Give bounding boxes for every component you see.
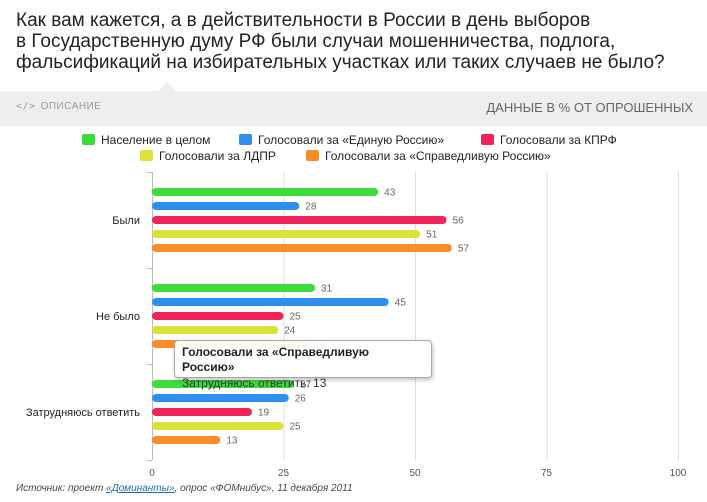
data-label: 26 xyxy=(295,394,307,405)
bar xyxy=(152,298,389,306)
category-label: Не было xyxy=(96,311,140,323)
x-tick-label: 100 xyxy=(670,468,687,479)
data-label: 51 xyxy=(426,230,438,241)
data-label: 57 xyxy=(458,244,470,255)
legend-swatch xyxy=(82,134,95,145)
bar xyxy=(152,326,279,334)
data-label: 19 xyxy=(258,408,270,419)
bar xyxy=(152,394,289,402)
data-label: 31 xyxy=(321,284,333,295)
legend-item-spravedlivaya-rossiya[interactable]: Голосовали за «Справедливую Россию» xyxy=(306,149,551,163)
bar xyxy=(152,312,284,320)
data-label: 27 xyxy=(300,380,312,391)
legend-item-edinaya-rossiya[interactable]: Голосовали за «Единую Россию» xyxy=(239,133,444,147)
category-label: Были xyxy=(112,215,140,227)
source-suffix: , опрос «ФОМнибус», 11 декабря 2011 xyxy=(174,483,353,494)
bar xyxy=(152,216,447,224)
code-icon: </> xyxy=(16,101,36,112)
legend-label: Население в целом xyxy=(101,133,211,147)
legend-item-population[interactable]: Население в целом xyxy=(82,133,210,147)
bar xyxy=(152,188,379,196)
legend-swatch xyxy=(481,134,494,145)
x-tick-label: 50 xyxy=(409,468,421,479)
data-label: 25 xyxy=(290,312,302,323)
legend-label: Голосовали за «Справедливую Россию» xyxy=(325,149,551,163)
tooltip-title: Голосовали за «Справедливую Россию» xyxy=(182,345,370,374)
bar xyxy=(152,422,284,430)
chart-tooltip: Голосовали за «Справедливую Россию» Затр… xyxy=(174,340,432,390)
units-label: ДАННЫЕ В % ОТ ОПРОШЕННЫХ xyxy=(486,100,693,115)
bar xyxy=(152,436,221,444)
legend-swatch xyxy=(306,150,319,161)
legend-swatch xyxy=(239,134,252,145)
data-label: 25 xyxy=(290,422,302,433)
x-tick-label: 25 xyxy=(278,468,290,479)
bar xyxy=(152,408,252,416)
bar xyxy=(152,380,295,388)
info-panel: </> ОПИСАНИЕ ДАННЫЕ В % ОТ ОПРОШЕННЫХ xyxy=(0,82,707,126)
bar xyxy=(152,284,316,292)
x-tick-label: 75 xyxy=(541,468,553,479)
data-label: 24 xyxy=(284,326,296,337)
data-label: 45 xyxy=(395,298,407,309)
bar xyxy=(152,244,452,252)
title-line: в Государственную думу РФ были случаи мо… xyxy=(16,31,616,52)
legend-swatch xyxy=(140,150,153,161)
legend-label: Голосовали за ЛДПР xyxy=(159,149,276,163)
bar xyxy=(152,202,300,210)
category-label: Затрудняюсь ответить xyxy=(26,407,140,419)
x-tick-label: 0 xyxy=(149,468,155,479)
title-line: Как вам кажется, а в действительности в … xyxy=(16,10,591,31)
legend-label: Голосовали за КПРФ xyxy=(500,133,617,147)
source-note: Источник: проект «Доминанты», опрос «ФОМ… xyxy=(16,483,353,494)
legend-label: Голосовали за «Единую Россию» xyxy=(258,133,445,147)
title-line: фальсификаций на избирательных участках … xyxy=(16,52,665,73)
panel-notch xyxy=(158,82,176,91)
source-prefix: Источник: проект xyxy=(16,483,107,494)
legend-item-ldpr[interactable]: Голосовали за ЛДПР xyxy=(140,149,276,163)
data-label: 56 xyxy=(453,216,465,227)
description-label: ОПИСАНИЕ xyxy=(40,101,102,112)
legend-item-kprf[interactable]: Голосовали за КПРФ xyxy=(481,133,617,147)
data-label: 43 xyxy=(384,188,396,199)
data-label: 13 xyxy=(226,436,238,447)
description-toggle[interactable]: </> ОПИСАНИЕ xyxy=(16,101,101,112)
source-link[interactable]: «Доминанты» xyxy=(106,483,175,494)
page-title: Как вам кажется, а в действительности в … xyxy=(16,10,696,73)
tooltip-value: Затрудняюсь ответить: 13 xyxy=(182,376,327,390)
bar xyxy=(152,230,421,238)
data-label: 28 xyxy=(305,202,317,213)
